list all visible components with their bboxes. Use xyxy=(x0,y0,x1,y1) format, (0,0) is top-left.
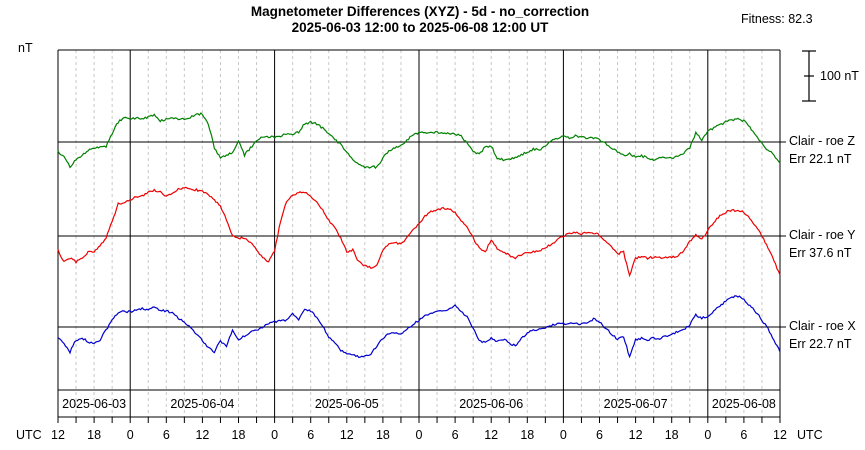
series-name-label: Clair - roe Y xyxy=(789,228,856,242)
x-tick-label: 18 xyxy=(231,428,246,442)
x-tick-label: 18 xyxy=(375,428,390,442)
x-tick-label: 0 xyxy=(559,428,567,442)
date-label: 2025-06-08 xyxy=(711,397,776,411)
x-tick-label: 12 xyxy=(773,428,787,442)
traces xyxy=(57,112,781,359)
series-err-label: Err 22.7 nT xyxy=(789,337,852,351)
x-tick-label: 6 xyxy=(307,428,315,442)
x-tick-label: 18 xyxy=(520,428,535,442)
utc-label-right: UTC xyxy=(797,428,823,442)
date-label: 2025-06-05 xyxy=(314,397,379,411)
x-tick-label: 12 xyxy=(51,428,65,442)
chart-title-line1: Magnetometer Differences (XYZ) - 5d - no… xyxy=(250,4,590,19)
date-label: 2025-06-04 xyxy=(170,397,235,411)
x-tick-label: 6 xyxy=(162,428,170,442)
series-baselines xyxy=(58,141,786,328)
date-label: 2025-06-06 xyxy=(459,397,524,411)
utc-label-left: UTC xyxy=(16,428,42,442)
chart-title-line2: 2025-06-03 12:00 to 2025-06-08 12:00 UT xyxy=(291,20,549,35)
trace-Z xyxy=(57,112,781,170)
x-tick-label: 0 xyxy=(126,428,134,442)
x-tick-label: 12 xyxy=(339,428,354,442)
date-label: 2025-06-03 xyxy=(62,397,127,411)
minor-gridlines xyxy=(75,50,763,417)
series-err-label: Err 37.6 nT xyxy=(789,246,852,260)
y-axis-unit-label: nT xyxy=(18,41,33,55)
scale-bar-label: 100 nT xyxy=(820,69,859,83)
fitness-value: Fitness: 82.3 xyxy=(741,12,813,26)
x-tick-label: 6 xyxy=(740,428,748,442)
x-tick-label: 0 xyxy=(415,428,423,442)
x-tick-label: 18 xyxy=(87,428,102,442)
axis-ticks xyxy=(57,417,781,423)
x-tick-label: 6 xyxy=(596,428,603,442)
series-name-label: Clair - roe X xyxy=(789,319,856,333)
x-tick-label: 12 xyxy=(195,428,210,442)
series-err-label: Err 22.1 nT xyxy=(789,152,852,166)
series-name-label: Clair - roe Z xyxy=(789,134,855,148)
x-tick-label: 12 xyxy=(484,428,499,442)
trace-X xyxy=(57,295,781,359)
x-tick-label: 6 xyxy=(451,428,459,442)
x-tick-label: 0 xyxy=(271,428,279,442)
trace-Y xyxy=(57,186,781,278)
x-tick-label: 18 xyxy=(664,428,679,442)
x-tick-label: 12 xyxy=(628,428,643,442)
date-label: 2025-06-07 xyxy=(603,397,668,411)
day-boundary-lines xyxy=(129,50,709,417)
scale-bar xyxy=(802,50,816,102)
x-tick-label: 0 xyxy=(704,428,712,442)
